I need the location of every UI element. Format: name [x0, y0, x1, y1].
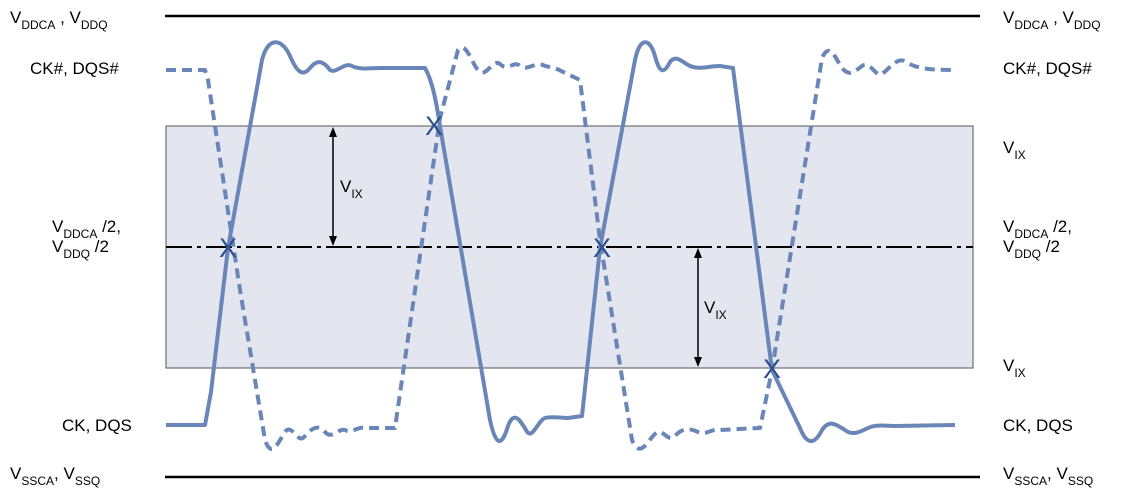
ck-true-trace [166, 40, 956, 443]
left-top-rail-label: VDDCA , VDDQ [10, 8, 108, 32]
vix-upper-arrow [329, 127, 337, 246]
right-midpoint-label: VDDCA /2, VDDQ /2 [1003, 217, 1072, 261]
vix-upper-arrow-label: VIX [340, 177, 363, 201]
vix-lower-arrow [694, 248, 702, 367]
ck-complement-dashed-trace [166, 45, 956, 451]
crossing-marker-1: X [219, 233, 237, 263]
right-bottom-rail-label: VSSCA, VSSQ [1003, 464, 1094, 488]
left-bottom-rail-label: VSSCA, VSSQ [10, 464, 101, 488]
vix-lower-arrow-label: VIX [704, 298, 727, 322]
crossing-marker-3: X [593, 233, 611, 263]
right-ck-label: CK, DQS [1003, 416, 1073, 435]
left-midpoint-label: VDDCA /2, VDDQ /2 [52, 217, 121, 261]
crossing-marker-4: X [763, 354, 781, 384]
right-ck-complement-label: CK#, DQS# [1003, 59, 1092, 78]
right-vix-top-label: VIX [1003, 138, 1026, 162]
right-vix-bottom-label: VIX [1003, 356, 1026, 380]
left-ck-complement-label: CK#, DQS# [30, 59, 119, 78]
crossing-marker-2: X [425, 111, 443, 141]
left-ck-label: CK, DQS [62, 416, 132, 435]
right-top-rail-label: VDDCA , VDDQ [1003, 8, 1101, 32]
